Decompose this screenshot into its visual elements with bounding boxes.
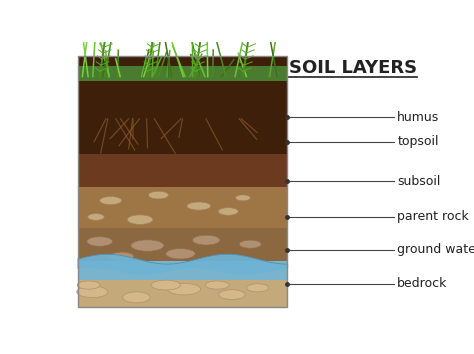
- Text: topsoil: topsoil: [397, 136, 439, 148]
- Ellipse shape: [100, 196, 122, 205]
- Text: ground water: ground water: [397, 243, 474, 256]
- Ellipse shape: [127, 215, 153, 224]
- Text: humus: humus: [397, 111, 439, 124]
- Ellipse shape: [205, 281, 229, 289]
- Text: SOIL LAYERS: SOIL LAYERS: [289, 59, 417, 77]
- Ellipse shape: [148, 191, 169, 199]
- Bar: [78, 65, 287, 81]
- Ellipse shape: [219, 290, 245, 299]
- Ellipse shape: [239, 240, 261, 248]
- Ellipse shape: [192, 235, 220, 245]
- Ellipse shape: [88, 213, 104, 220]
- Ellipse shape: [123, 292, 150, 303]
- Ellipse shape: [151, 280, 181, 290]
- Ellipse shape: [87, 237, 112, 246]
- Ellipse shape: [77, 286, 108, 298]
- Bar: [78, 261, 287, 280]
- Bar: [78, 56, 287, 119]
- Bar: [78, 154, 287, 187]
- Bar: [78, 119, 287, 154]
- Ellipse shape: [236, 195, 250, 201]
- Ellipse shape: [168, 284, 201, 295]
- Ellipse shape: [166, 249, 195, 259]
- Ellipse shape: [187, 202, 211, 210]
- Bar: [78, 280, 287, 307]
- Bar: [78, 56, 287, 307]
- Text: subsoil: subsoil: [397, 175, 441, 188]
- Text: parent rock: parent rock: [397, 210, 469, 223]
- Ellipse shape: [110, 252, 134, 261]
- Ellipse shape: [77, 281, 100, 289]
- Bar: [78, 228, 287, 261]
- Text: bedrock: bedrock: [397, 277, 447, 290]
- Ellipse shape: [218, 208, 238, 215]
- Ellipse shape: [246, 284, 269, 292]
- Bar: [78, 187, 287, 228]
- Ellipse shape: [131, 240, 164, 251]
